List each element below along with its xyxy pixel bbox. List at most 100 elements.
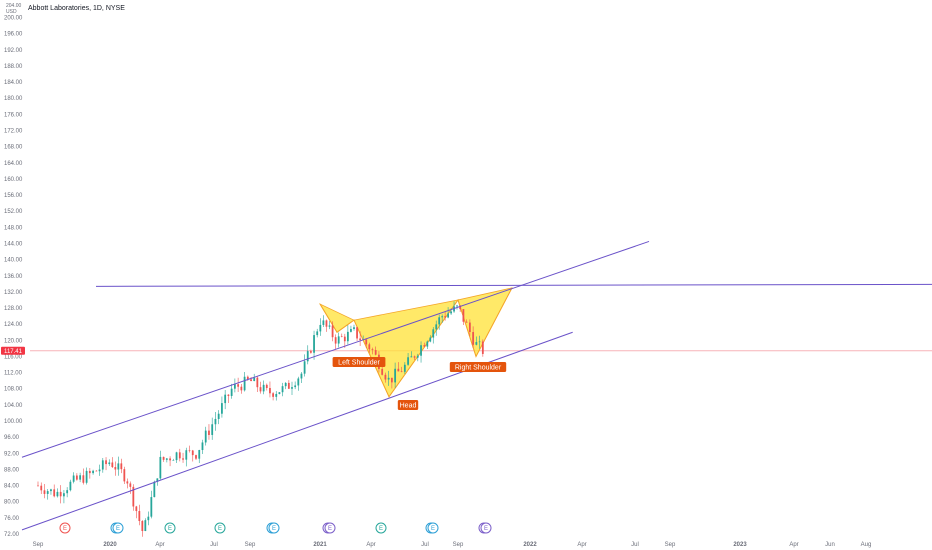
pattern-label-text: Right Shoulder [455, 364, 502, 371]
earnings-icon [268, 522, 280, 534]
event-marker[interactable]: E [110, 522, 124, 534]
candle-body [397, 368, 400, 372]
lower-channel-line[interactable] [21, 331, 573, 531]
price-tag: 117.41 [1, 346, 25, 355]
candle-body [306, 351, 309, 362]
candle-body [478, 341, 481, 343]
candle-body [40, 485, 43, 491]
y-tick-label: 80.00 [4, 500, 20, 506]
candle-body [371, 349, 374, 351]
earnings-icon [480, 522, 492, 534]
event-marker[interactable]: E [59, 522, 71, 534]
x-tick-label: Jul [210, 542, 218, 548]
pattern-triangle[interactable] [318, 303, 355, 333]
x-tick-label: Sep [453, 542, 464, 548]
candle-body [172, 460, 175, 461]
candle-body [432, 329, 435, 338]
x-tick-label: 2022 [523, 542, 537, 548]
candle-body [429, 337, 432, 342]
y-tick-label: 160.00 [4, 177, 23, 183]
candle-body [291, 387, 293, 389]
candle-body [472, 332, 475, 345]
candle-body [208, 430, 210, 435]
candle-body [297, 378, 300, 386]
candle-body [233, 384, 236, 389]
candle-body [465, 321, 468, 323]
event-marker[interactable]: E [478, 522, 492, 534]
y-tick-label: 112.00 [4, 371, 23, 377]
candle-body [188, 450, 191, 451]
candle-body [191, 450, 194, 456]
candle-body [256, 377, 259, 388]
candle-body [46, 491, 49, 494]
candle-body [227, 394, 230, 396]
candle-body [156, 478, 159, 482]
earnings-icon [427, 522, 439, 534]
event-marker[interactable]: E [266, 522, 280, 534]
candle-body [250, 379, 252, 382]
event-marker[interactable]: E [425, 522, 439, 534]
candle-body [195, 455, 197, 459]
y-tick-label: 108.00 [4, 387, 23, 393]
candle-body [413, 356, 416, 358]
candle-body [82, 475, 85, 483]
candle-body [123, 469, 126, 482]
pattern-outline[interactable] [319, 287, 513, 398]
candle-body [272, 393, 274, 397]
candle-body [72, 475, 75, 482]
y-tick-label: 164.00 [4, 161, 23, 167]
candle-body [356, 327, 358, 339]
event-marker[interactable]: E [322, 522, 336, 534]
candle-body [132, 486, 135, 507]
candle-body [230, 388, 233, 396]
candle-body [37, 485, 39, 487]
candle-body [350, 328, 352, 332]
event-marker[interactable]: E [164, 522, 176, 534]
candle-body [224, 394, 227, 404]
candle-body [343, 336, 346, 342]
candle-body [462, 309, 465, 322]
currency-label: USD [6, 9, 17, 15]
x-tick-label: Sep [245, 542, 256, 548]
x-tick-label: Jul [631, 542, 639, 548]
candle-body [438, 317, 441, 325]
candle-body [150, 497, 153, 517]
x-tick-label: Sep [665, 542, 676, 548]
candle-body [144, 520, 147, 532]
trend-lines[interactable] [21, 240, 932, 531]
event-marker[interactable]: E [375, 522, 387, 534]
candle-body [407, 357, 409, 365]
event-marker-label: E [328, 526, 332, 532]
candle-body [135, 506, 138, 512]
y-tick-label: 128.00 [4, 306, 23, 312]
y-tick-label: 124.00 [4, 322, 23, 328]
candle-body [353, 327, 355, 329]
x-tick-label: Jul [421, 542, 429, 548]
candle-body [275, 393, 278, 397]
candle-body [374, 350, 377, 355]
candle-body [337, 336, 340, 344]
candle-body [129, 483, 132, 487]
neckline[interactable] [95, 283, 932, 287]
chart-title: Abbott Laboratories, 1D, NYSE [28, 5, 125, 12]
candle-body [284, 382, 287, 387]
candle-body [310, 351, 312, 353]
candle-body [237, 384, 240, 387]
event-marker-label: E [218, 526, 222, 532]
y-tick-label: 152.00 [4, 209, 23, 215]
x-tick-label: 2023 [733, 542, 747, 548]
earnings-icon [214, 522, 226, 534]
candle-body [165, 458, 168, 460]
y-axis-top-value: 204.00 [6, 3, 22, 9]
y-tick-label: 100.00 [4, 419, 23, 425]
pattern-label-bg [449, 362, 507, 372]
upper-channel-line[interactable] [21, 240, 650, 458]
candle-body [141, 521, 144, 532]
candle-body [444, 316, 447, 318]
candle-body [322, 320, 325, 325]
event-marker[interactable]: E [214, 522, 226, 534]
candle-body [66, 490, 69, 494]
candle-body [75, 475, 78, 480]
